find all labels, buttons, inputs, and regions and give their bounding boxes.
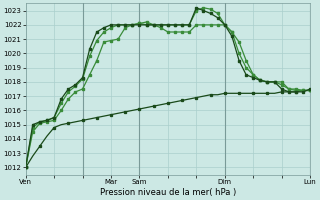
X-axis label: Pression niveau de la mer( hPa ): Pression niveau de la mer( hPa ) [100, 188, 236, 197]
